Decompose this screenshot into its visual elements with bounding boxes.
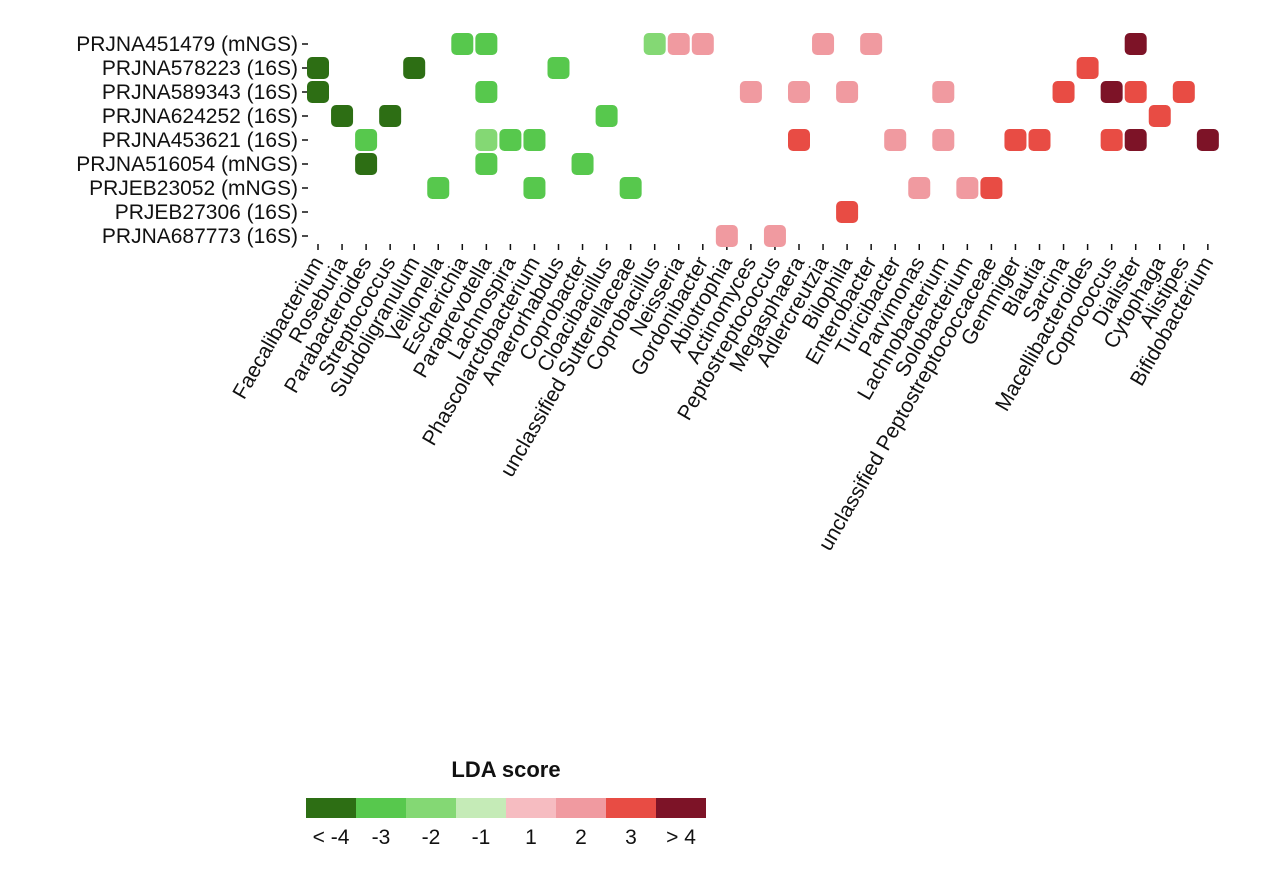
heatmap-cell <box>307 81 329 103</box>
legend-labels: < -4 -3 -2 -1 1 2 3 > 4 <box>313 826 697 849</box>
heatmap-cell <box>1196 129 1219 151</box>
row-label: PRJNA624252 (16S) <box>102 105 298 128</box>
heatmap-cell <box>1076 57 1099 79</box>
heatmap-cell <box>836 201 859 223</box>
heatmap-cell <box>571 153 594 175</box>
heatmap-cell <box>860 33 883 55</box>
legend-label: 3 <box>625 826 637 849</box>
heatmap-cell <box>1124 33 1147 55</box>
heatmap-cell <box>379 105 402 127</box>
row-label: PRJEB23052 (mNGS) <box>89 177 298 200</box>
heatmap-cell <box>475 153 498 175</box>
heatmap-cell <box>763 225 786 247</box>
legend-swatch <box>356 798 406 818</box>
heatmap-cell <box>355 153 378 175</box>
heatmap-cell <box>932 129 955 151</box>
heatmap-cell <box>1124 129 1147 151</box>
heatmap-cell <box>307 57 329 79</box>
heatmap-cell <box>595 105 618 127</box>
heatmap-cell <box>523 177 546 199</box>
heatmap-cell <box>739 81 762 103</box>
heatmap-cell <box>1028 129 1051 151</box>
row-ticks <box>302 43 308 237</box>
legend-swatches <box>306 798 706 818</box>
heatmap-cell <box>547 57 570 79</box>
heatmap-cell <box>499 129 522 151</box>
heatmap-cell <box>836 81 859 103</box>
heatmap-cell <box>715 225 738 247</box>
legend-label: > 4 <box>666 826 696 849</box>
row-label: PRJNA516054 (mNGS) <box>76 153 298 176</box>
legend-title: LDA score <box>451 757 560 782</box>
heatmap-cell <box>788 81 810 103</box>
heatmap-cell <box>932 81 955 103</box>
legend-label: -1 <box>472 826 491 849</box>
legend-swatch <box>556 798 606 818</box>
heatmap-cell <box>1172 81 1195 103</box>
heatmap-cell <box>619 177 642 199</box>
heatmap-cell <box>451 33 474 55</box>
heatmap-cell <box>1100 81 1123 103</box>
heatmap-cell <box>1100 129 1123 151</box>
column-labels: FaecalibacteriumRoseburiaParabacteroides… <box>228 253 1218 555</box>
heatmap-cell <box>667 33 690 55</box>
heatmap-cell <box>331 105 354 127</box>
heatmap-cell <box>427 177 450 199</box>
heatmap-cell <box>1004 129 1027 151</box>
heatmap-cell <box>475 81 498 103</box>
heatmap-cell <box>475 33 498 55</box>
heatmap-cells <box>307 33 1219 247</box>
heatmap-cell <box>1124 81 1147 103</box>
heatmap-cell <box>475 129 498 151</box>
legend-label: -2 <box>422 826 441 849</box>
legend-swatch <box>656 798 706 818</box>
heatmap-cell <box>523 129 546 151</box>
legend-swatch <box>456 798 506 818</box>
heatmap-cell <box>884 129 907 151</box>
legend-label: 2 <box>575 826 587 849</box>
legend: LDA score < -4 -3 -2 -1 1 2 3 > 4 <box>306 757 706 849</box>
row-label: PRJNA451479 (mNGS) <box>76 33 298 56</box>
legend-swatch <box>606 798 656 818</box>
heatmap-cell <box>980 177 1003 199</box>
legend-swatch <box>306 798 356 818</box>
heatmap-cell <box>643 33 666 55</box>
column-ticks <box>317 244 1209 250</box>
heatmap-cell <box>691 33 714 55</box>
row-label: PRJNA589343 (16S) <box>102 81 298 104</box>
row-label: PRJEB27306 (16S) <box>115 201 298 224</box>
legend-swatch <box>506 798 556 818</box>
heatmap-cell <box>812 33 835 55</box>
legend-swatch <box>406 798 456 818</box>
heatmap-cell <box>908 177 931 199</box>
row-labels: PRJNA451479 (mNGS)PRJNA578223 (16S)PRJNA… <box>76 33 298 248</box>
legend-label: 1 <box>525 826 537 849</box>
heatmap-cell <box>788 129 810 151</box>
row-label: PRJNA453621 (16S) <box>102 129 298 152</box>
heatmap-cell <box>1148 105 1171 127</box>
heatmap-cell <box>1052 81 1075 103</box>
legend-label: < -4 <box>313 826 350 849</box>
heatmap-cell <box>355 129 378 151</box>
heatmap-cell <box>403 57 426 79</box>
heatmap-cell <box>956 177 979 199</box>
legend-label: -3 <box>372 826 391 849</box>
row-label: PRJNA687773 (16S) <box>102 225 298 248</box>
row-label: PRJNA578223 (16S) <box>102 57 298 80</box>
